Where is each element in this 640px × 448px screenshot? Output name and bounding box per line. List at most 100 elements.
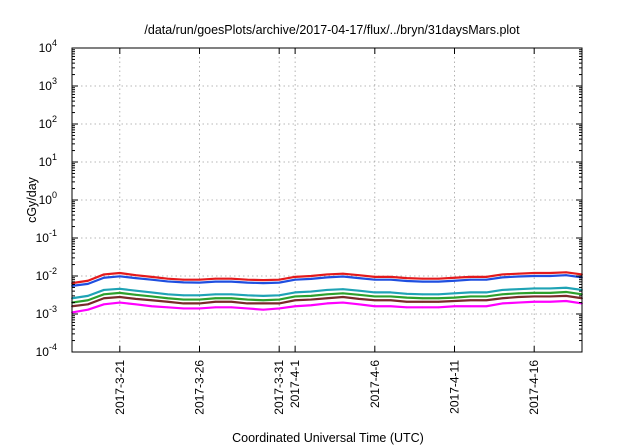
data-point <box>294 291 297 294</box>
data-point <box>182 298 185 301</box>
data-point <box>246 302 249 305</box>
data-point <box>166 300 169 303</box>
data-point <box>549 275 552 277</box>
data-point <box>453 292 456 295</box>
data-point <box>469 278 472 281</box>
data-point <box>342 292 344 295</box>
data-point <box>230 297 233 300</box>
x-tick-label: 2017-4-1 <box>288 360 302 408</box>
data-point <box>389 295 392 298</box>
data-point <box>262 279 265 282</box>
data-point <box>549 287 552 290</box>
data-point <box>517 272 520 275</box>
data-point <box>294 295 297 298</box>
data-point <box>150 278 153 281</box>
data-point <box>198 281 201 284</box>
data-point <box>485 305 488 308</box>
data-point <box>326 289 328 291</box>
data-point <box>421 277 424 280</box>
data-point <box>182 278 185 281</box>
data-point <box>166 306 169 309</box>
data-point <box>533 291 536 294</box>
data-point <box>118 275 121 278</box>
data-point <box>373 295 376 298</box>
data-point <box>278 307 281 310</box>
x-axis: 2017-3-21 2017-3-26 2017-3-31 2017-4-1 2017-… <box>113 48 541 415</box>
data-point <box>118 296 121 298</box>
data-point <box>357 289 360 292</box>
data-point <box>549 291 552 294</box>
data-point <box>405 300 408 303</box>
data-point <box>533 275 536 277</box>
data-point <box>214 280 217 283</box>
x-tick-label: 2017-4-16 <box>527 360 541 415</box>
data-point <box>373 278 376 281</box>
data-point <box>565 271 567 274</box>
data-point <box>485 275 488 278</box>
data-point <box>357 277 360 280</box>
data-point <box>421 280 424 283</box>
data-point <box>150 295 153 298</box>
data-point <box>262 302 265 305</box>
data-point <box>453 276 456 279</box>
data-point <box>326 297 328 300</box>
data-point <box>437 300 440 303</box>
data-point <box>389 305 392 308</box>
data-point <box>310 294 312 297</box>
y-axis-label: cGy/day <box>25 176 39 223</box>
data-point <box>517 275 520 278</box>
y-tick-label: 10-2 <box>36 266 57 283</box>
data-point <box>453 279 456 282</box>
data-point <box>405 292 408 295</box>
data-point <box>150 299 153 302</box>
data-point <box>326 293 328 296</box>
data-point <box>342 288 344 291</box>
data-point <box>469 291 472 294</box>
data-point <box>549 300 552 303</box>
data-point <box>501 302 504 305</box>
data-point <box>246 278 249 281</box>
data-point <box>501 289 504 291</box>
data-point <box>405 280 408 282</box>
data-point <box>453 296 456 299</box>
chart-title: /data/run/goesPlots/archive/2017-04-17/f… <box>144 23 520 37</box>
data-point <box>134 297 137 300</box>
data-point <box>469 295 472 298</box>
data-point <box>198 294 201 297</box>
data-point <box>533 272 536 274</box>
series-group <box>71 271 583 314</box>
data-point <box>501 276 504 279</box>
data-point <box>198 278 201 281</box>
data-point <box>533 287 536 290</box>
y-tick-label: 101 <box>39 152 57 169</box>
data-point <box>517 292 520 295</box>
data-point <box>373 305 376 308</box>
data-point <box>294 278 297 281</box>
data-point <box>373 299 376 302</box>
data-point <box>294 275 297 278</box>
data-point <box>102 276 105 279</box>
data-point <box>517 288 520 291</box>
data-point <box>389 275 392 278</box>
data-point <box>565 300 567 302</box>
data-point <box>342 296 344 298</box>
data-point <box>198 307 201 310</box>
data-point <box>437 280 440 283</box>
data-point <box>469 305 472 308</box>
data-point <box>326 302 328 305</box>
data-point <box>437 297 440 300</box>
data-point <box>357 303 360 306</box>
data-point <box>357 297 360 300</box>
data-point <box>214 300 217 303</box>
data-point <box>294 305 297 308</box>
data-point <box>405 296 408 299</box>
data-point <box>326 273 328 276</box>
data-point <box>310 277 312 280</box>
data-point <box>102 273 105 276</box>
data-point <box>549 272 552 274</box>
data-point <box>421 300 424 303</box>
data-point <box>118 291 121 294</box>
data-point <box>565 274 567 277</box>
data-point <box>246 294 249 297</box>
